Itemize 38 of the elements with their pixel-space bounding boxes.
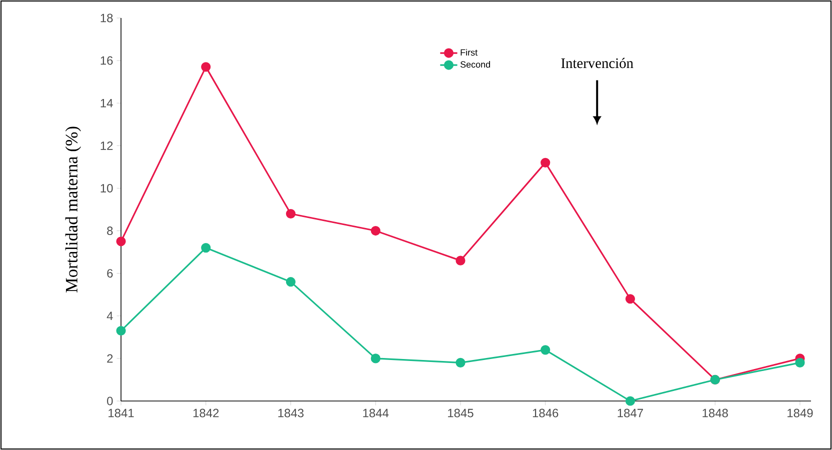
y-tick-label: 6 [107, 269, 113, 278]
x-tick-label: 1845 [448, 408, 474, 418]
point [540, 158, 550, 168]
x-tick-label: 1843 [278, 408, 304, 418]
y-tick-label: 0 [107, 396, 113, 406]
x-tick-label: 1847 [618, 408, 643, 418]
y-tick-label: 18 [100, 14, 113, 22]
point [456, 358, 466, 368]
legend-label: First [460, 49, 478, 56]
point [370, 354, 380, 364]
y-tick-label: 14 [100, 98, 113, 108]
point [540, 345, 550, 355]
point [116, 326, 126, 336]
point [201, 62, 211, 72]
point [456, 256, 466, 266]
y-tick-label: 2 [107, 354, 113, 363]
point [370, 226, 380, 236]
y-tick-label: 16 [100, 56, 113, 65]
point [286, 277, 296, 287]
point [116, 236, 126, 246]
x-tick-label: 1842 [193, 408, 219, 418]
legend-label: Second [460, 61, 490, 68]
y-tick-label: 4 [106, 312, 113, 320]
point [795, 358, 805, 368]
annotation: Intervención [561, 58, 634, 68]
point [625, 396, 636, 406]
y-tick-label: 12 [100, 141, 113, 150]
y-axis-title: Mortalidad materna (%) [65, 126, 81, 292]
point [201, 242, 211, 253]
x-tick-label: 1848 [702, 408, 728, 418]
y-tick-label: 8 [107, 226, 113, 236]
x-tick-label: 1849 [788, 408, 813, 418]
point [286, 208, 296, 219]
y-tick-label: 10 [100, 184, 113, 192]
x-tick-label: 1846 [532, 408, 558, 418]
point [625, 294, 636, 304]
x-tick-label: 1841 [108, 408, 134, 418]
x-tick-label: 1844 [363, 408, 389, 418]
